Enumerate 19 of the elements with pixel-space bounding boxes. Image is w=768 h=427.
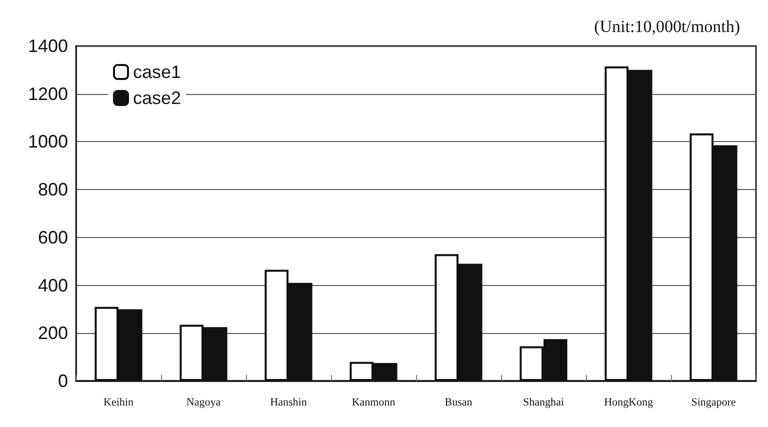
y-tick-label: 400	[38, 275, 68, 296]
x-tick-label: Shanghai	[523, 396, 564, 408]
y-tick-label: 1200	[28, 84, 68, 104]
x-tick-label: Keihin	[104, 396, 134, 408]
legend-label: case1	[133, 62, 182, 82]
legend-label: case2	[133, 88, 182, 108]
text: (Unit:10,000t/month)	[594, 17, 740, 36]
x-tick-label: Singapore	[691, 396, 736, 408]
y-tick-label: 200	[38, 323, 68, 344]
x-tick-label: HongKong	[604, 396, 654, 408]
y-tick-label: 1000	[28, 132, 68, 152]
y-tick-label: 600	[38, 227, 68, 248]
x-tick-label: Nagoya	[186, 396, 221, 408]
x-tick-label: Hanshin	[270, 396, 308, 408]
x-tick-label: Kanmonn	[352, 396, 396, 408]
y-tick-label: 1400	[28, 36, 68, 56]
y-tick-label: 0	[58, 371, 68, 391]
x-tick-label: Busan	[444, 396, 473, 408]
y-tick-label: 800	[38, 180, 68, 200]
